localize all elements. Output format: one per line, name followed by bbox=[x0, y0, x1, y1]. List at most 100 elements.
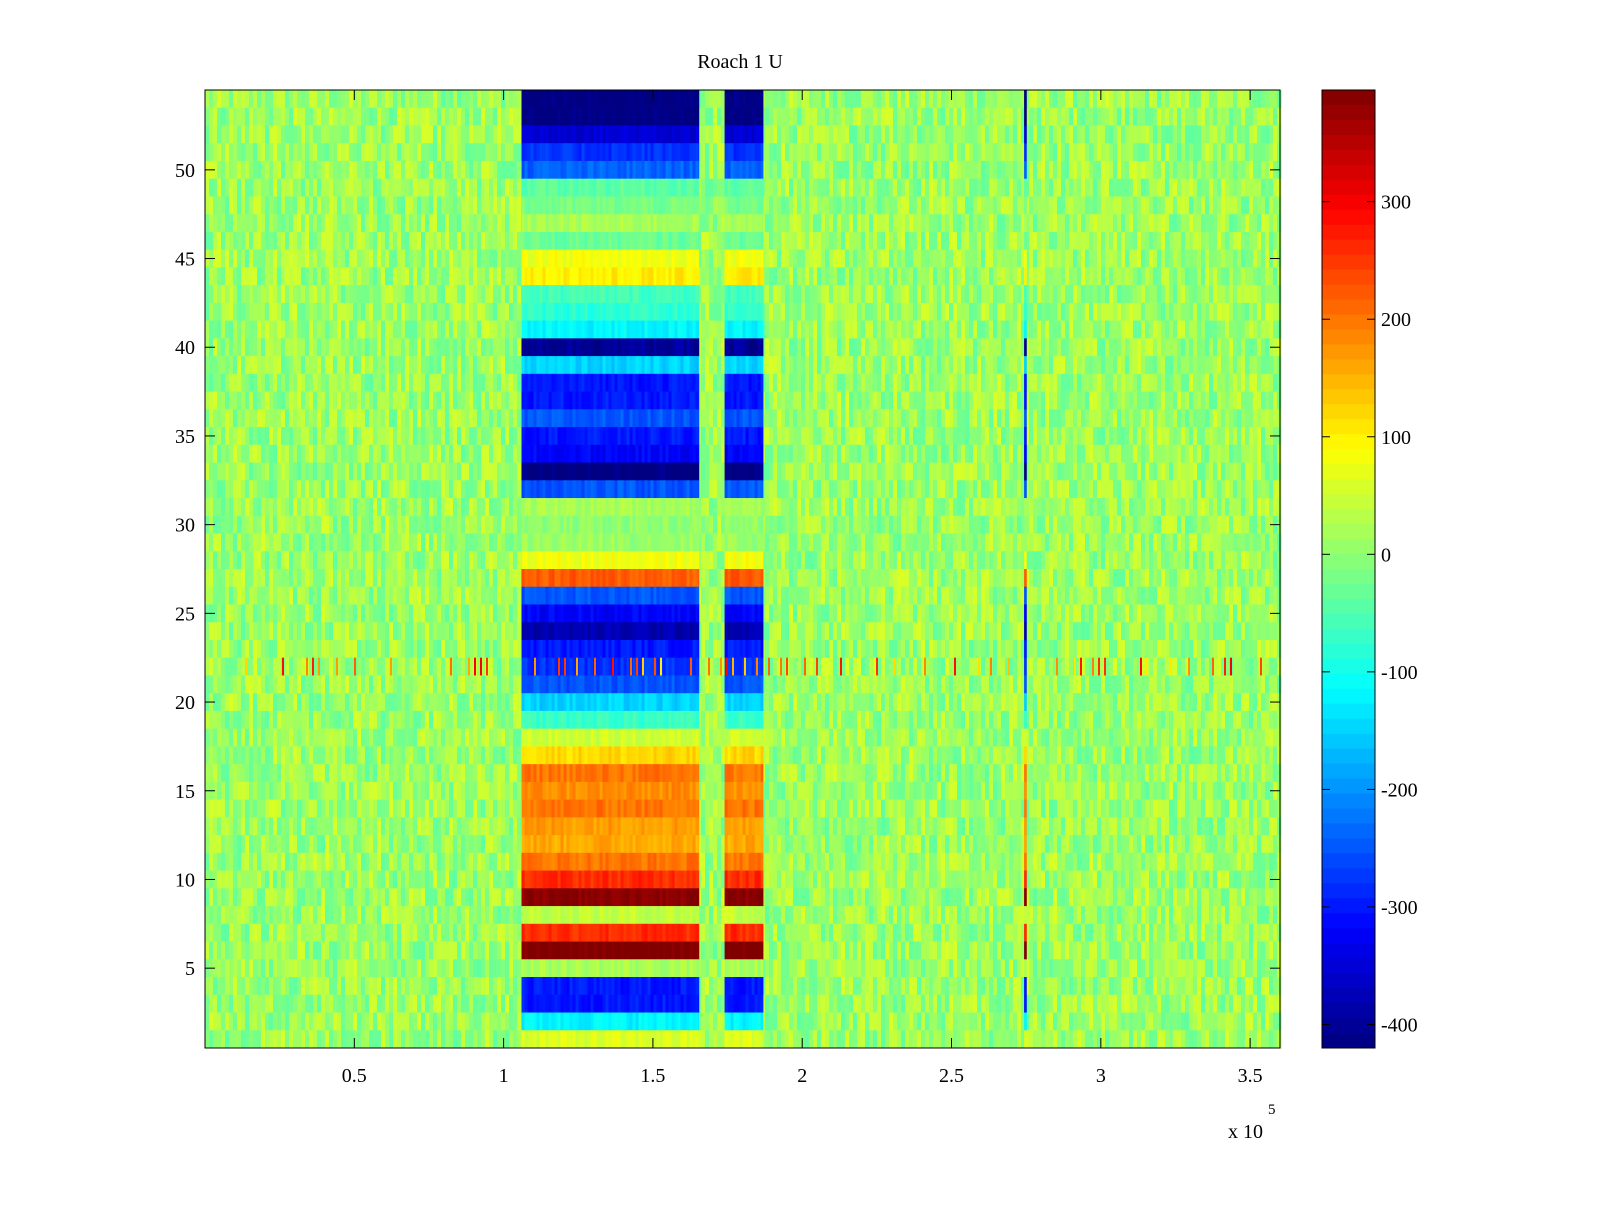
heatmap-cell bbox=[289, 196, 294, 215]
heatmap-cell bbox=[429, 231, 434, 251]
heatmap-cell bbox=[901, 373, 906, 393]
heatmap-cell bbox=[1165, 107, 1170, 126]
heatmap-cell bbox=[1037, 391, 1042, 410]
heatmap-cell bbox=[793, 160, 798, 180]
heatmap-cell bbox=[425, 338, 430, 357]
heatmap-cell bbox=[1185, 267, 1190, 286]
heatmap-cell bbox=[353, 107, 358, 126]
heatmap-cell bbox=[909, 391, 914, 410]
heatmap-cell bbox=[781, 320, 786, 339]
heatmap-cell bbox=[429, 249, 434, 268]
heatmap-cell bbox=[325, 409, 330, 428]
heatmap-cell bbox=[769, 214, 774, 233]
heatmap-cell bbox=[977, 249, 982, 268]
heatmap-cell bbox=[909, 338, 914, 357]
heatmap-cell bbox=[1005, 356, 1010, 375]
heatmap-cell bbox=[453, 178, 458, 197]
heatmap-cell bbox=[505, 178, 510, 197]
heatmap-cell bbox=[341, 356, 346, 375]
heatmap-cell bbox=[1169, 320, 1174, 339]
heatmap-cell bbox=[785, 302, 790, 322]
heatmap-cell bbox=[869, 178, 874, 197]
heatmap-cell bbox=[237, 409, 242, 428]
heatmap-cell bbox=[905, 267, 910, 286]
heatmap-cell bbox=[1265, 373, 1270, 393]
heatmap-cell bbox=[1121, 178, 1126, 197]
heatmap-cell bbox=[985, 90, 990, 109]
heatmap-cell bbox=[401, 160, 406, 180]
heatmap-cell bbox=[381, 338, 386, 357]
heatmap-cell bbox=[1137, 391, 1142, 410]
heatmap-cell bbox=[985, 178, 990, 197]
heatmap-cell bbox=[841, 267, 846, 286]
heatmap-cell bbox=[329, 249, 334, 268]
heatmap-cell bbox=[717, 143, 722, 162]
heatmap-cell bbox=[497, 356, 502, 375]
heatmap-cell bbox=[1161, 214, 1166, 233]
heatmap-cell bbox=[1221, 214, 1226, 233]
heatmap-cell bbox=[377, 178, 382, 197]
heatmap-cell bbox=[1173, 267, 1178, 286]
heatmap-cell bbox=[333, 107, 338, 126]
heatmap-cell bbox=[353, 373, 358, 393]
heatmap-cell bbox=[361, 125, 366, 144]
heatmap-cell bbox=[809, 125, 814, 144]
heatmap-cell bbox=[817, 302, 822, 322]
heatmap-cell bbox=[269, 338, 274, 357]
heatmap-cell bbox=[337, 373, 342, 393]
heatmap-cell bbox=[985, 231, 990, 251]
heatmap-cell bbox=[269, 178, 274, 197]
heatmap-cell bbox=[701, 214, 706, 233]
heatmap-cell bbox=[713, 338, 718, 357]
heatmap-cell bbox=[269, 143, 274, 162]
heatmap-cell bbox=[765, 160, 770, 180]
heatmap-cell bbox=[433, 249, 438, 268]
heatmap-cell bbox=[501, 143, 506, 162]
heatmap-cell bbox=[709, 373, 714, 393]
heatmap-cell bbox=[909, 231, 914, 251]
heatmap-cell bbox=[313, 214, 318, 233]
heatmap-cell bbox=[425, 409, 430, 428]
heatmap-cell bbox=[1197, 178, 1202, 197]
heatmap-cell bbox=[1241, 302, 1246, 322]
heatmap-cell bbox=[1157, 125, 1162, 144]
heatmap-cell bbox=[1181, 231, 1186, 251]
heatmap-cell bbox=[1217, 356, 1222, 375]
heatmap-cell bbox=[1233, 90, 1238, 109]
heatmap-cell bbox=[1033, 107, 1038, 126]
heatmap-cell bbox=[773, 356, 778, 375]
heatmap-cell bbox=[297, 143, 302, 162]
heatmap-cell bbox=[889, 231, 894, 251]
heatmap-cell bbox=[877, 249, 882, 268]
heatmap-cell bbox=[413, 125, 418, 144]
heatmap-cell bbox=[317, 125, 322, 144]
heatmap-cell bbox=[889, 391, 894, 410]
heatmap-cell bbox=[241, 214, 246, 233]
heatmap-cell bbox=[905, 143, 910, 162]
heatmap-cell bbox=[837, 214, 842, 233]
heatmap-cell bbox=[465, 178, 470, 197]
heatmap-cell bbox=[1229, 214, 1234, 233]
heatmap-cell bbox=[861, 249, 866, 268]
heatmap-cell bbox=[1253, 285, 1258, 304]
heatmap-cell bbox=[349, 267, 354, 286]
heatmap-cell bbox=[1021, 373, 1026, 393]
heatmap-cell bbox=[1097, 249, 1102, 268]
heatmap-cell bbox=[505, 320, 510, 339]
heatmap-cell bbox=[1101, 302, 1106, 322]
heatmap-cell bbox=[925, 320, 930, 339]
heatmap-cell bbox=[477, 320, 482, 339]
heatmap-cell bbox=[1233, 338, 1238, 357]
heatmap-cell bbox=[1209, 196, 1214, 215]
heatmap-cell bbox=[401, 107, 406, 126]
heatmap-cell bbox=[969, 125, 974, 144]
heatmap-cell bbox=[461, 178, 466, 197]
heatmap-cell bbox=[773, 249, 778, 268]
heatmap-cell bbox=[1045, 143, 1050, 162]
heatmap-cell bbox=[853, 338, 858, 357]
heatmap-cell bbox=[853, 302, 858, 322]
heatmap-cell bbox=[857, 143, 862, 162]
heatmap-cell bbox=[1065, 107, 1070, 126]
heatmap-cell bbox=[1065, 231, 1070, 251]
heatmap-cell bbox=[273, 90, 278, 109]
